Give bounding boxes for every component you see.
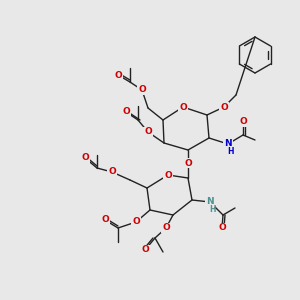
Text: O: O: [179, 103, 187, 112]
Text: O: O: [162, 224, 170, 232]
Text: O: O: [122, 107, 130, 116]
Text: O: O: [144, 128, 152, 136]
Text: O: O: [239, 118, 247, 127]
Text: O: O: [184, 158, 192, 167]
Text: H: H: [209, 206, 215, 214]
Text: O: O: [108, 167, 116, 176]
Text: O: O: [220, 103, 228, 112]
Text: O: O: [141, 245, 149, 254]
Text: O: O: [164, 170, 172, 179]
Text: O: O: [81, 154, 89, 163]
Text: N: N: [206, 197, 214, 206]
Text: O: O: [138, 85, 146, 94]
Text: N: N: [224, 140, 232, 148]
Text: O: O: [132, 218, 140, 226]
Text: O: O: [101, 215, 109, 224]
Text: H: H: [227, 148, 233, 157]
Text: O: O: [114, 70, 122, 80]
Text: O: O: [218, 224, 226, 232]
